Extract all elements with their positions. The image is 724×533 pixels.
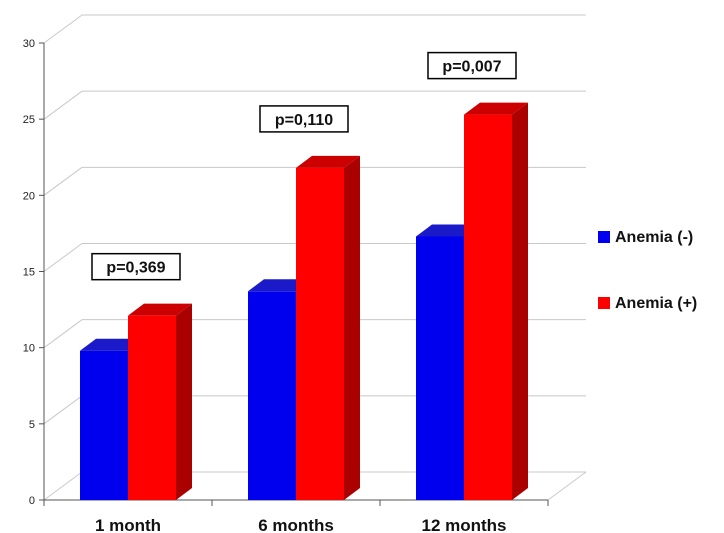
bar-side-1-2 xyxy=(512,102,528,500)
p-value-box xyxy=(91,252,181,281)
grid-diagonal xyxy=(43,471,83,501)
bar-1-2 xyxy=(464,114,512,500)
floor-right-edge xyxy=(547,471,587,501)
bar-0-1 xyxy=(248,291,296,500)
bar-top-1-2 xyxy=(464,102,528,115)
grid-diagonal xyxy=(43,395,83,425)
bar-top-1-0 xyxy=(128,303,192,316)
bars xyxy=(80,102,528,501)
p-value-label: p=0,110 xyxy=(275,112,333,129)
legend: Anemia (-) Anemia (+) xyxy=(598,229,697,312)
y-tick-label: 25 xyxy=(23,114,35,126)
bar-0-0 xyxy=(80,350,128,500)
y-tick-label: 5 xyxy=(29,419,35,431)
legend-swatch xyxy=(598,231,610,243)
y-tick-label: 10 xyxy=(23,343,35,355)
grid-diagonal xyxy=(43,243,83,272)
legend-label: Anemia (+) xyxy=(615,295,697,312)
bar-1-0 xyxy=(128,315,176,500)
grid-diagonal xyxy=(43,90,83,120)
bar-0-2 xyxy=(416,236,464,501)
bar-1-1 xyxy=(296,167,344,500)
y-tick-label: 30 xyxy=(23,38,35,50)
y-tick-label: 20 xyxy=(23,190,35,202)
grid-diagonal xyxy=(43,319,83,349)
p-value-label: p=0,369 xyxy=(106,260,165,277)
bar-top-1-1 xyxy=(296,155,360,168)
y-tick-label: 15 xyxy=(23,267,35,279)
y-tick-label: 0 xyxy=(29,495,35,507)
x-tick-label: 1 month xyxy=(95,516,161,533)
bar-side-1-0 xyxy=(176,303,192,500)
p-value-box xyxy=(427,51,517,80)
x-axis-labels: 1 month 6 months 12 months xyxy=(95,516,507,533)
grid-diagonal xyxy=(43,14,83,44)
x-tick-label: 6 months xyxy=(258,516,334,533)
grid-diagonal xyxy=(43,166,83,196)
x-tick-label: 12 months xyxy=(421,516,506,533)
legend-swatch xyxy=(598,297,610,309)
p-value-box xyxy=(259,105,349,133)
p-value-label: p=0,007 xyxy=(442,59,501,76)
bar-side-1-1 xyxy=(344,155,360,500)
p-value-annotations: p=0,369 p=0,110 p=0,007 xyxy=(91,51,517,281)
legend-label: Anemia (-) xyxy=(615,229,693,246)
